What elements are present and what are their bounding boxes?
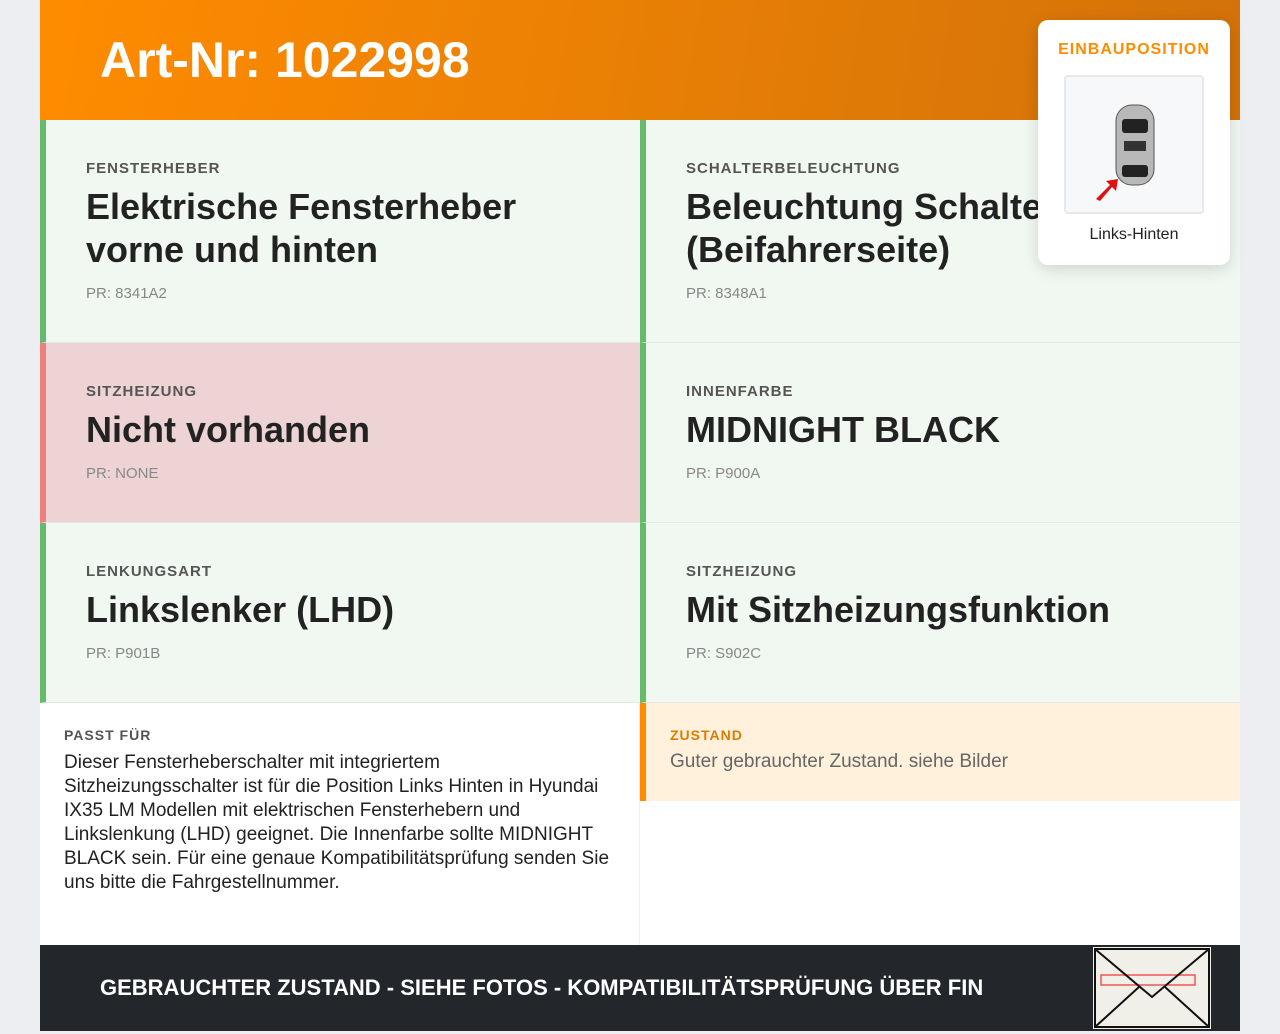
pr-code: PR: 8341A2 [86, 285, 167, 302]
footer-banner: GEBRAUCHTER ZUSTAND - SIEHE FOTOS - KOMP… [40, 945, 1240, 1031]
feature-value: Nicht vorhanden [86, 409, 371, 450]
feature-label: SITZHEIZUNG [86, 383, 197, 400]
pr-code: PR: P901B [86, 645, 161, 662]
condition-text: Guter gebrauchter Zustand. siehe Bilder [670, 751, 1008, 772]
compatibility-section: PASST FÜR Dieser Fensterheberschalter mi… [40, 703, 640, 945]
feature-value: Mit Sitzheizungsfunktion [686, 589, 1110, 630]
pr-code: PR: S902C [686, 645, 762, 662]
installation-position-card: EINBAUPOSITION Links-Hinten [1038, 20, 1230, 265]
position-label: EINBAUPOSITION [1058, 41, 1210, 58]
pr-code: PR: P900A [686, 465, 761, 482]
feature-label: INNENFARBE [686, 383, 794, 400]
feature-label: FENSTERHEBER [86, 160, 221, 177]
feature-label: LENKUNGSART [86, 563, 212, 580]
feature-value: Elektrische Fensterheber vorne und hinte… [86, 186, 517, 270]
car-position-image [1064, 75, 1204, 214]
feature-value: MIDNIGHT BLACK [686, 409, 1000, 450]
car-top-view-icon [1096, 104, 1155, 201]
feature-value: Beleuchtung Schalter (Beifahrerseite) [686, 186, 1057, 270]
compatibility-label: PASST FÜR [64, 727, 152, 743]
footer-text: GEBRAUCHTER ZUSTAND - SIEHE FOTOS - KOMP… [100, 975, 984, 1000]
info-section: PASST FÜR Dieser Fensterheberschalter mi… [40, 703, 1240, 945]
position-value: Links-Hinten [1089, 226, 1179, 243]
feature-cell: INNENFARBE MIDNIGHT BLACK PR: P900A [640, 343, 1240, 523]
feature-label: SITZHEIZUNG [686, 563, 797, 580]
feature-cell: SITZHEIZUNG Mit Sitzheizungsfunktion PR: S… [640, 523, 1240, 703]
feature-cell: SITZHEIZUNG Nicht vorhanden PR: NONE [40, 343, 640, 523]
condition-label: ZUSTAND [670, 727, 743, 743]
pr-code: PR: NONE [86, 465, 159, 482]
feature-cell: LENKUNGSART Linkslenker (LHD) PR: P901B [40, 523, 640, 703]
feature-label: SCHALTERBELEUCHTUNG [686, 160, 901, 177]
pr-code: PR: 8348A1 [686, 285, 767, 302]
condition-box: ZUSTAND Guter gebrauchter Zustand. siehe… [640, 703, 1240, 801]
vin-envelope-image [1093, 947, 1211, 1029]
feature-value: Linkslenker (LHD) [86, 589, 395, 630]
article-number: Art-Nr: 1022998 [100, 32, 470, 88]
feature-cell: FENSTERHEBER Elektrische Fensterheber vor… [40, 120, 640, 343]
compatibility-text: Dieser Fensterheberschalter mit integrie… [64, 752, 610, 893]
condition-section: ZUSTAND Guter gebrauchter Zustand. siehe… [640, 703, 1240, 945]
